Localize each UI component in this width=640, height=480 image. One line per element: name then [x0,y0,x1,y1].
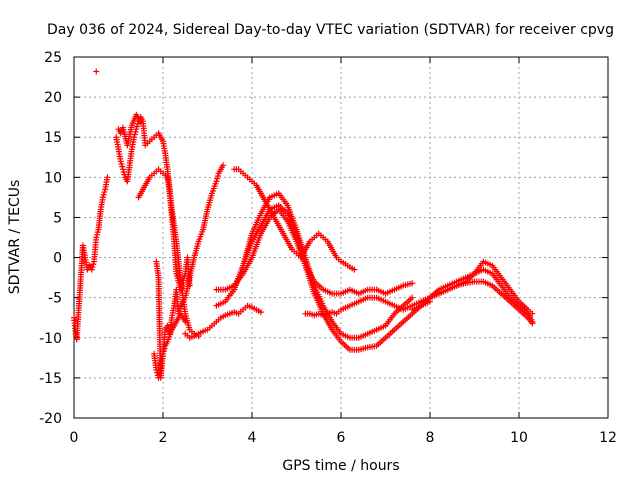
data-point [134,120,141,127]
x-tick-label: 12 [599,430,617,446]
data-point [117,158,124,165]
data-point [257,309,264,316]
data-point [351,266,358,273]
y-tick-label: 0 [53,251,62,267]
grid-lines [74,57,608,418]
y-tick-label: 20 [44,90,62,106]
data-point [153,366,160,373]
data-point [409,280,416,287]
data-point [214,172,221,179]
y-tick-label: 15 [44,130,62,146]
data-point [529,320,536,327]
data-point [161,345,168,352]
data-point [164,322,171,329]
data-point [118,160,125,167]
data-point [133,126,140,133]
data-point [214,175,221,182]
data-point [93,231,100,238]
y-tick-label: -20 [39,411,62,427]
data-point [101,189,108,196]
data-point [213,178,220,185]
data-point [220,162,227,169]
data-point [93,68,100,75]
data-point [137,119,144,126]
data-point [90,261,97,268]
data-point [100,191,107,198]
data-point [160,348,167,355]
data-point [132,128,139,135]
data-point [88,266,95,273]
y-tick-label: 25 [44,50,62,66]
y-tick-label: -5 [48,291,62,307]
data-point [119,163,126,170]
data-point [160,350,166,357]
data-point [182,318,189,325]
y-tick-label: -15 [39,371,62,387]
x-tick-label: 8 [426,430,435,446]
data-point [104,174,111,181]
y-tick-label: 10 [44,170,62,186]
x-axis-label: GPS time / hours [282,458,399,474]
y-tick-label: 5 [53,210,62,226]
data-point [94,229,101,236]
data-point [93,234,100,241]
data-point [409,294,416,301]
x-tick-label: 2 [159,430,168,446]
x-tick-label: 0 [70,430,79,446]
data-point [119,166,126,173]
x-tick-label: 4 [248,430,257,446]
data-point [134,123,141,130]
data-point [131,134,138,141]
x-tick-label: 10 [510,430,528,446]
y-tick-label: -10 [39,331,62,347]
data-points [71,68,536,381]
y-axis-label: SDTVAR / TECUs [7,180,23,295]
data-point [117,130,124,137]
x-tick-label: 6 [337,430,346,446]
data-point [89,263,96,270]
data-point [99,194,106,201]
axis-ticks: 0 2 4 6 8 10 12 -20 -15 -10 -5 0 5 10 15 20 25 [39,50,617,446]
data-point [177,305,184,312]
chart-title: Day 036 of 2024, Sidereal Day-to-day VTE… [47,22,614,38]
